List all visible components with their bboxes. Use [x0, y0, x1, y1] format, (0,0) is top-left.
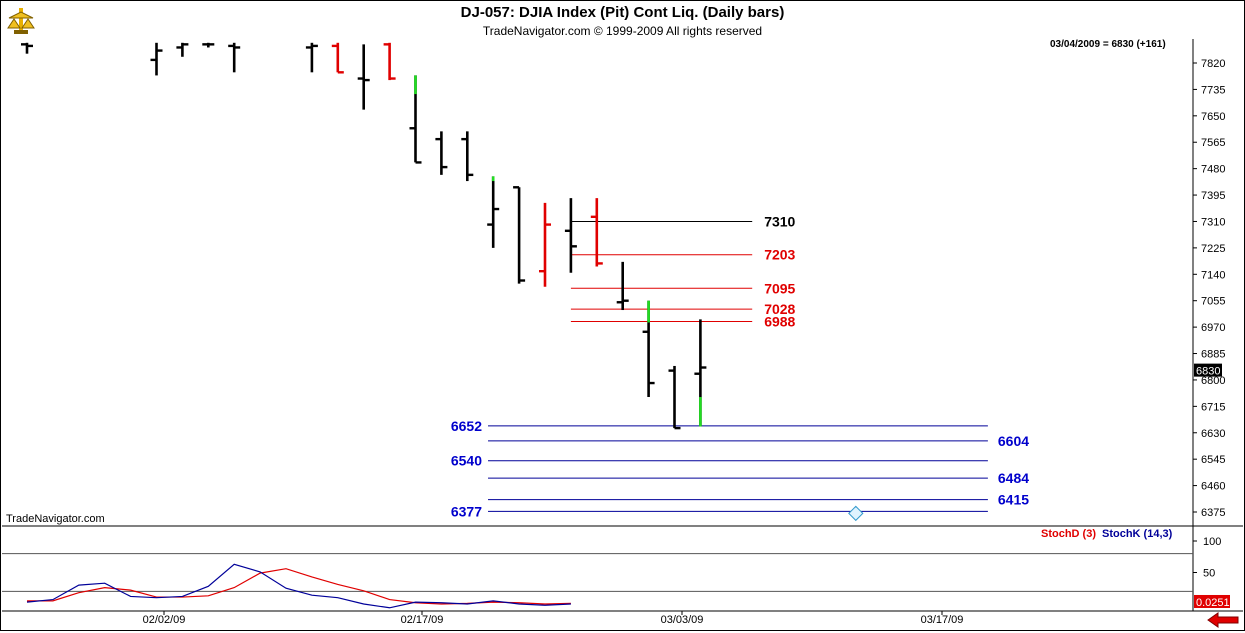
watermark: TradeNavigator.com: [6, 513, 105, 525]
price-tick-label: 6375: [1201, 507, 1225, 519]
price-tick-label: 7055: [1201, 296, 1225, 308]
stochd-line: [27, 568, 571, 605]
chart-title: DJ-057: DJIA Index (Pit) Cont Liq. (Dail…: [460, 4, 785, 21]
level-label-upper: 7310: [764, 213, 795, 229]
trade-navigator-logo-icon: [6, 6, 36, 36]
scroll-left-arrow-icon[interactable]: [1206, 612, 1240, 633]
x-tick-label: 03/17/09: [921, 614, 964, 626]
indicator-legend: StochD (3) StochK (14,3): [1041, 528, 1172, 540]
level-label-lower: 6652: [451, 418, 482, 434]
price-tick-label: 7820: [1201, 58, 1225, 70]
level-label-lower: 6604: [998, 433, 1029, 449]
price-tick-label: 6970: [1201, 322, 1225, 334]
stoch-tick-label: 50: [1203, 568, 1215, 580]
price-tick-label: 7735: [1201, 84, 1225, 96]
stochk-line: [26, 563, 571, 609]
level-label-lower: 6484: [998, 470, 1029, 486]
level-label-lower: 6377: [451, 503, 482, 519]
price-tick-label: 7395: [1201, 190, 1225, 202]
price-tick-label: 6630: [1201, 428, 1225, 440]
stoch-marker-box: [1194, 594, 1230, 608]
stoch-tick-label: 100: [1203, 536, 1221, 548]
chart-subtitle: TradeNavigator.com © 1999-2009 All right…: [482, 24, 763, 38]
price-tick-label: 6715: [1201, 401, 1225, 413]
level-label-upper: 7028: [764, 301, 795, 317]
price-marker-label: 6830: [1196, 366, 1220, 378]
price-tick-label: 6885: [1201, 349, 1225, 361]
legend-stochd: StochD (3): [1041, 528, 1096, 540]
price-tick-label: 7480: [1201, 164, 1225, 176]
price-tick-label: 6460: [1201, 481, 1225, 493]
level-label-lower: 6415: [998, 492, 1029, 508]
price-tick-label: 7140: [1201, 269, 1225, 281]
stoch-marker-label: 0.0251: [1196, 597, 1230, 609]
signal-diamond-icon: [848, 505, 864, 522]
price-tick-label: 7565: [1201, 137, 1225, 149]
level-label-lower: 6540: [451, 453, 482, 469]
x-tick-label: 02/17/09: [401, 614, 444, 626]
level-label-upper: 7203: [764, 247, 795, 263]
last-quote-label: 03/04/2009 = 6830 (+161): [1050, 39, 1166, 50]
x-tick-label: 02/02/09: [143, 614, 186, 626]
x-tick-label: 03/03/09: [661, 614, 704, 626]
level-label-upper: 6988: [764, 314, 795, 330]
price-tick-label: 7650: [1201, 111, 1225, 123]
legend-stochk: StochK (14,3): [1102, 528, 1173, 540]
level-label-upper: 7095: [764, 280, 795, 296]
price-tick-label: 7310: [1201, 216, 1225, 228]
price-marker-box: [1194, 363, 1222, 377]
price-tick-label: 6545: [1201, 454, 1225, 466]
price-tick-label: 6800: [1201, 375, 1225, 387]
price-tick-label: 7225: [1201, 243, 1225, 255]
